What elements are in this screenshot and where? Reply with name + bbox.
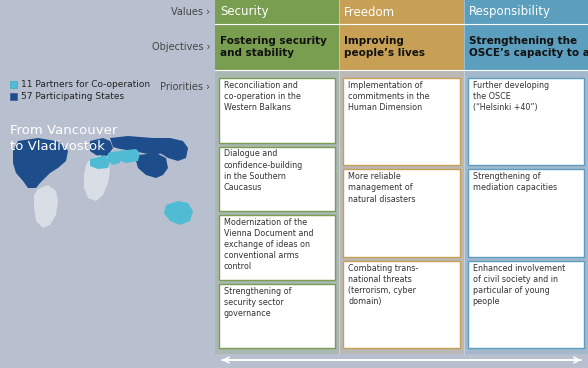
Bar (343, 169, 460, 256)
Bar (339, 70, 464, 354)
Polygon shape (108, 151, 122, 165)
Bar (219, 283, 335, 348)
Bar (215, 24, 339, 70)
Polygon shape (164, 201, 193, 225)
Text: Security: Security (220, 6, 269, 18)
Text: Priorities ›: Priorities › (160, 82, 210, 92)
Text: Responsibility: Responsibility (469, 6, 551, 18)
Text: Strengthening of
security sector
governance: Strengthening of security sector governa… (224, 287, 292, 318)
Text: Reconciliation and
co-operation in the
Western Balkans: Reconciliation and co-operation in the W… (224, 81, 301, 112)
Text: From Vancouver
to Vladivostok: From Vancouver to Vladivostok (10, 124, 118, 153)
Bar (467, 169, 584, 256)
Text: Strengthening the
OSCE’s capacity to act: Strengthening the OSCE’s capacity to act (469, 36, 588, 58)
Bar (464, 70, 588, 354)
Text: Combating trans-
national threats
(terrorism, cyber
domain): Combating trans- national threats (terro… (348, 263, 419, 306)
Text: Further developing
the OSCE
(“Helsinki +40”): Further developing the OSCE (“Helsinki +… (473, 81, 549, 112)
Text: 57 Participating States: 57 Participating States (21, 92, 124, 101)
Text: Implementation of
commitments in the
Human Dimension: Implementation of commitments in the Hum… (348, 81, 430, 112)
Text: Modernization of the
Vienna Document and
exchange of ideas on
conventional arms
: Modernization of the Vienna Document and… (224, 218, 313, 272)
Bar (467, 78, 584, 165)
Text: Enhanced involvement
of civil society and in
particular of young
people: Enhanced involvement of civil society an… (473, 263, 565, 306)
Text: Strengthening of
mediation capacities: Strengthening of mediation capacities (473, 172, 557, 192)
Polygon shape (110, 136, 168, 155)
Bar (464, 24, 588, 70)
Text: Dialogue and
confidence-building
in the Southern
Caucasus: Dialogue and confidence-building in the … (224, 149, 303, 192)
Bar (10, 81, 17, 88)
Text: 11 Partners for Co-operation: 11 Partners for Co-operation (21, 80, 150, 89)
Bar (215, 70, 339, 354)
Polygon shape (90, 138, 113, 158)
Bar (215, 0, 339, 24)
Bar (219, 215, 335, 280)
Bar (467, 261, 584, 348)
Text: Objectives ›: Objectives › (152, 42, 210, 52)
Text: Improving
people’s lives: Improving people’s lives (345, 36, 425, 58)
Bar (10, 93, 17, 100)
Polygon shape (136, 153, 168, 178)
Bar (343, 261, 460, 348)
Bar (343, 78, 460, 165)
Text: Values ›: Values › (171, 7, 210, 17)
Polygon shape (90, 155, 110, 169)
Polygon shape (84, 155, 110, 201)
Bar (339, 0, 464, 24)
Text: Freedom: Freedom (345, 6, 396, 18)
Polygon shape (13, 138, 68, 188)
Bar (464, 0, 588, 24)
Polygon shape (116, 149, 140, 163)
Text: More reliable
management of
natural disasters: More reliable management of natural disa… (348, 172, 416, 204)
Bar (219, 78, 335, 142)
Bar (8, 133, 205, 260)
Polygon shape (153, 138, 188, 161)
Polygon shape (34, 185, 58, 228)
Text: Fostering security
and stability: Fostering security and stability (220, 36, 327, 58)
Bar (219, 146, 335, 211)
Bar (339, 24, 464, 70)
